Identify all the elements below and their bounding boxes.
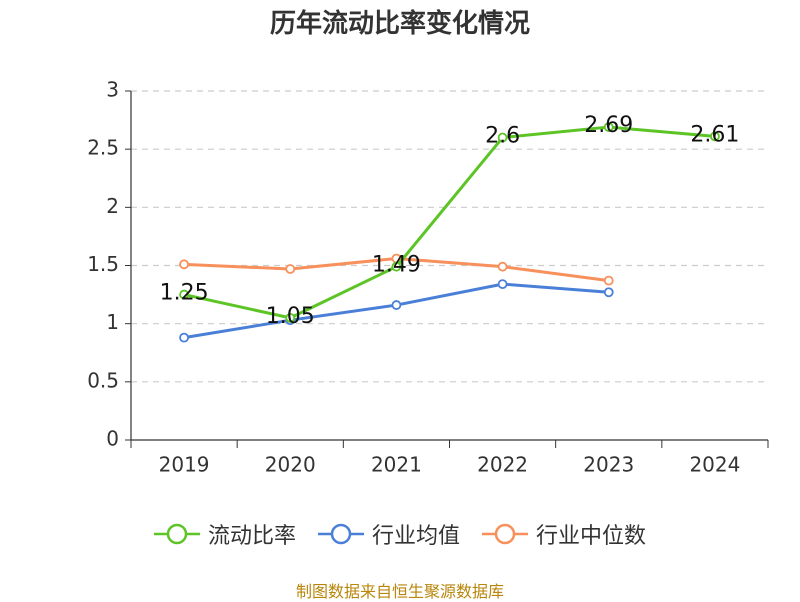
x-tick-label: 2021 — [371, 453, 422, 477]
data-label: 2.6 — [485, 124, 520, 149]
data-point — [285, 264, 296, 274]
y-tick-label: 1 — [106, 310, 119, 334]
legend-swatch-icon — [153, 523, 200, 545]
y-tick-label: 2.5 — [87, 136, 119, 160]
data-point — [179, 332, 189, 343]
legend-swatch-icon — [317, 523, 364, 545]
y-tick-label: 3 — [106, 78, 119, 102]
legend-label-current-ratio: 流动比率 — [207, 524, 296, 549]
legend-item-current-ratio[interactable]: 流动比率 — [153, 518, 296, 550]
legend-item-industry-mean[interactable]: 行业均值 — [317, 518, 460, 550]
source-note: 制图数据来自恒生聚源数据库 — [295, 582, 504, 601]
data-label: 2.69 — [584, 113, 633, 138]
series-line — [183, 282, 609, 340]
data-point — [497, 132, 508, 143]
legend-swatch-icon — [482, 523, 528, 545]
y-tick-label: 1.5 — [87, 252, 119, 276]
data-label: 1.49 — [372, 253, 421, 278]
data-point — [179, 259, 189, 270]
data-point — [603, 122, 614, 132]
y-tick-label: 2 — [106, 194, 119, 218]
x-tick-label: 2024 — [689, 453, 740, 477]
data-point — [497, 279, 508, 290]
data-point — [391, 300, 402, 310]
data-point — [285, 312, 296, 323]
legend-label-industry-mean: 行业均值 — [371, 524, 460, 549]
legend-label-industry-median: 行业中位数 — [536, 524, 647, 549]
x-tick-label: 2022 — [477, 453, 528, 477]
data-label: 1.25 — [160, 281, 209, 306]
data-point — [391, 261, 402, 272]
data-point — [603, 287, 614, 298]
data-label: 2.61 — [690, 122, 739, 147]
legend-item-industry-median[interactable]: 行业中位数 — [482, 518, 646, 550]
y-tick-label: 0 — [106, 427, 119, 451]
series-line — [183, 125, 716, 320]
x-tick-label: 2020 — [265, 453, 316, 477]
x-tick-label: 2023 — [583, 453, 634, 477]
data-point — [603, 275, 614, 286]
x-tick-label: 2019 — [159, 453, 210, 477]
chart-legend: 流动比率 行业均值 行业中位数 — [0, 518, 800, 550]
data-label: 1.05 — [266, 304, 315, 329]
data-point — [710, 131, 720, 142]
data-point — [179, 289, 189, 300]
y-tick-label: 0.5 — [87, 368, 119, 392]
data-point — [497, 261, 508, 272]
chart-title: 历年流动比率变化情况 — [269, 9, 530, 39]
